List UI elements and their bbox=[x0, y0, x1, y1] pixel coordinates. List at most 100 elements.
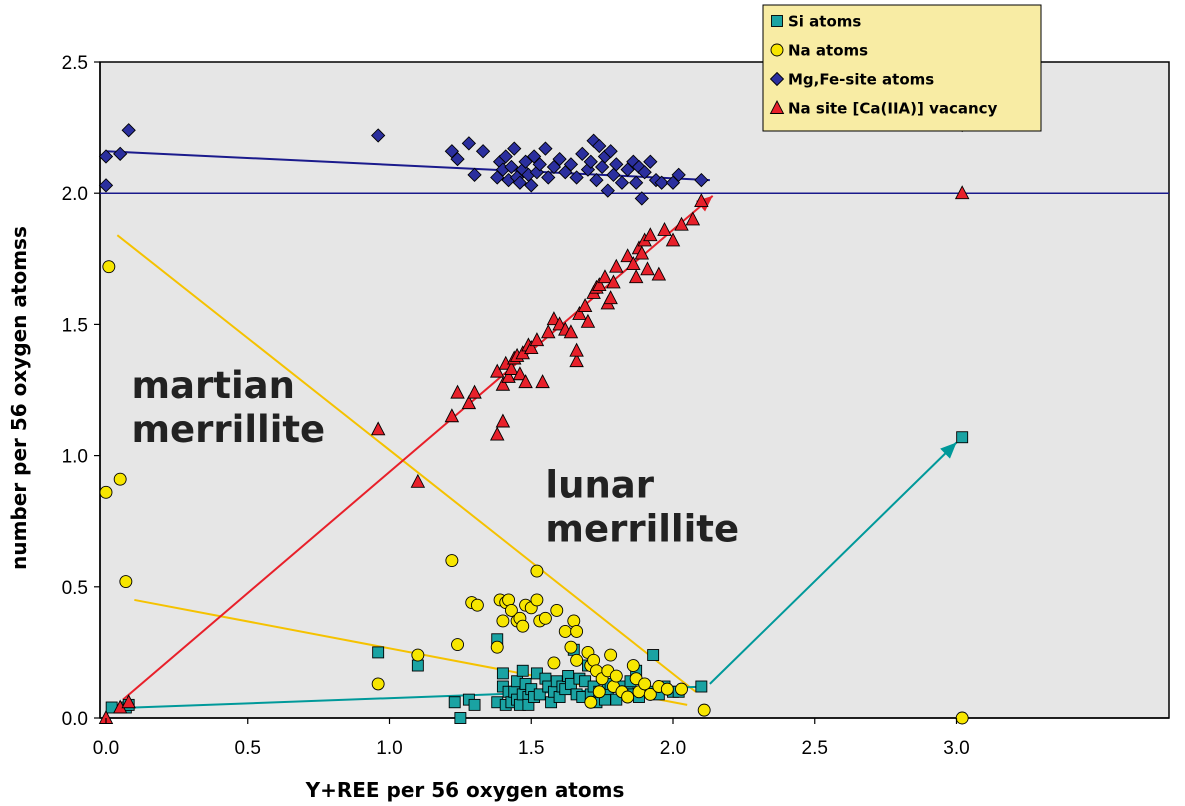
na-site-ca-iia-vacancy-point bbox=[665, 232, 681, 247]
legend-label-mg-fe-site-atoms: Mg,Fe-site atoms bbox=[788, 71, 934, 89]
plot-area bbox=[99, 61, 1170, 719]
x-tick-label: 2.5 bbox=[802, 738, 828, 759]
na-atoms-point bbox=[570, 624, 584, 638]
si-atoms-point bbox=[695, 680, 708, 693]
na-site-ca-iia-vacancy-point bbox=[620, 248, 635, 263]
na-site-ca-iia-vacancy-point bbox=[657, 221, 672, 236]
x-tick-label: 1.0 bbox=[376, 738, 402, 759]
na-atoms-point bbox=[604, 648, 618, 662]
na-site-ca-iia-vacancy-point bbox=[121, 694, 136, 709]
annotation-line: martian bbox=[132, 364, 295, 407]
mg-fe-site-atoms-point bbox=[594, 159, 610, 175]
mg-fe-site-atoms-point bbox=[507, 141, 522, 156]
legend-label-na-atoms: Na atoms bbox=[788, 42, 868, 60]
mg-fe-site-atoms-point bbox=[694, 172, 709, 188]
mg-fe-site-atoms-point bbox=[589, 172, 604, 188]
na-site-ca-iia-vacancy-point bbox=[569, 342, 584, 357]
x-axis-title: Y+REE per 56 oxygen atoms bbox=[305, 778, 625, 802]
na-atoms-point bbox=[955, 711, 969, 725]
na-site-ca-iia-vacancy-point bbox=[572, 305, 587, 320]
annotation-line: merrillite bbox=[132, 408, 326, 451]
mg-fe-site-atoms-point bbox=[603, 144, 618, 159]
legend-marker-mg-fe-site-atoms bbox=[769, 71, 785, 87]
na-site-ca-iia-vacancy-point bbox=[461, 395, 477, 410]
na-atoms-point bbox=[547, 656, 561, 670]
na-site-ca-iia-vacancy-point bbox=[495, 376, 511, 391]
mg-fe-site-atoms-point bbox=[654, 175, 669, 190]
na-site-ca-iia-vacancy-point bbox=[444, 408, 460, 423]
na-site-ca-iia-vacancy-point bbox=[504, 361, 519, 375]
arrowhead-si-atoms-extension bbox=[940, 442, 957, 459]
na-atoms-point bbox=[592, 685, 606, 699]
na-site-ca-iia-vacancy-point bbox=[541, 324, 556, 339]
si-atoms-point bbox=[533, 688, 546, 701]
na-site-ca-iia-vacancy-point bbox=[467, 384, 482, 399]
na-site-ca-iia-vacancy-point bbox=[489, 363, 505, 378]
annotation-martian-merrillite: martian merrillite bbox=[132, 364, 326, 451]
si-atoms-point bbox=[468, 698, 481, 711]
si-atoms-point bbox=[372, 646, 385, 659]
na-atoms-point bbox=[451, 638, 464, 651]
mg-fe-site-atoms-point bbox=[614, 175, 630, 190]
na-site-ca-iia-vacancy-point bbox=[450, 384, 465, 399]
mg-fe-site-atoms-point bbox=[371, 128, 386, 143]
na-site-ca-iia-vacancy-point bbox=[685, 211, 701, 226]
si-atoms-point bbox=[411, 659, 424, 672]
mg-fe-site-atoms-point bbox=[583, 154, 598, 169]
na-atoms-point bbox=[496, 614, 510, 628]
mg-fe-site-atoms-point bbox=[629, 175, 644, 190]
mg-fe-site-atoms-point bbox=[634, 191, 649, 206]
mg-fe-site-atoms-point bbox=[541, 170, 556, 185]
y-tick-label: 1.0 bbox=[62, 447, 88, 468]
mg-fe-site-atoms-point bbox=[637, 165, 652, 180]
mg-fe-site-atoms-point bbox=[575, 146, 590, 161]
na-site-ca-iia-vacancy-point bbox=[609, 258, 624, 273]
na-site-ca-iia-vacancy-point bbox=[626, 256, 641, 270]
mg-fe-site-atoms-point bbox=[563, 157, 579, 172]
na-site-ca-iia-vacancy-point bbox=[512, 366, 528, 381]
si-atoms-point bbox=[496, 667, 509, 680]
na-site-ca-iia-vacancy-point bbox=[640, 261, 655, 276]
trend-line-na-atoms-upper bbox=[116, 234, 697, 693]
mg-fe-site-atoms-point bbox=[461, 136, 477, 151]
x-tick-label: 0.0 bbox=[93, 738, 119, 759]
na-site-ca-iia-vacancy-point bbox=[954, 185, 970, 200]
x-tick-label: 0.5 bbox=[235, 738, 261, 759]
y-tick-label: 0.5 bbox=[62, 578, 88, 599]
y-tick-label: 1.5 bbox=[62, 315, 88, 336]
mg-fe-site-atoms-point bbox=[498, 149, 513, 164]
na-atoms-point bbox=[504, 603, 518, 617]
na-atoms-point bbox=[516, 619, 530, 633]
legend-label-si-atoms: Si atoms bbox=[788, 13, 861, 31]
mg-fe-site-atoms-point bbox=[524, 178, 539, 193]
na-site-ca-iia-vacancy-point bbox=[535, 374, 550, 389]
na-site-ca-iia-vacancy-point bbox=[674, 216, 689, 231]
na-site-ca-iia-vacancy-point bbox=[529, 332, 545, 347]
x-tick-label: 3.0 bbox=[943, 738, 969, 759]
mg-fe-site-atoms-point bbox=[532, 157, 547, 172]
na-atoms-point bbox=[675, 682, 688, 696]
legend-marker-si-atoms bbox=[771, 15, 783, 27]
na-site-ca-iia-vacancy-point bbox=[495, 413, 511, 428]
mg-fe-site-atoms-point bbox=[538, 141, 553, 156]
mg-fe-site-atoms-point bbox=[113, 146, 128, 161]
na-site-ca-iia-vacancy-point bbox=[577, 298, 593, 312]
na-atoms-point bbox=[643, 687, 657, 701]
na-site-ca-iia-vacancy-point bbox=[489, 426, 505, 441]
na-site-ca-iia-vacancy-point bbox=[580, 313, 596, 328]
mg-fe-site-atoms-point bbox=[512, 175, 528, 190]
na-site-ca-iia-vacancy-point bbox=[651, 266, 667, 281]
mg-fe-site-atoms-point bbox=[504, 159, 519, 175]
mg-fe-site-atoms-point bbox=[98, 178, 114, 193]
na-atoms-point bbox=[697, 703, 711, 717]
annotation-lunar-merrillite: lunar merrillite bbox=[545, 464, 739, 551]
mg-fe-site-atoms-point bbox=[467, 167, 482, 182]
na-site-ca-iia-vacancy-point bbox=[603, 290, 618, 305]
na-site-ca-iia-vacancy-point bbox=[524, 340, 539, 354]
mg-fe-site-atoms-point bbox=[643, 154, 658, 169]
na-atoms-point bbox=[609, 669, 623, 683]
na-atoms-point bbox=[99, 485, 113, 499]
y-axis-title: number per 56 oxygen atomss bbox=[7, 226, 31, 570]
na-atoms-point bbox=[564, 640, 578, 654]
y-tick-label: 2.0 bbox=[62, 184, 88, 205]
